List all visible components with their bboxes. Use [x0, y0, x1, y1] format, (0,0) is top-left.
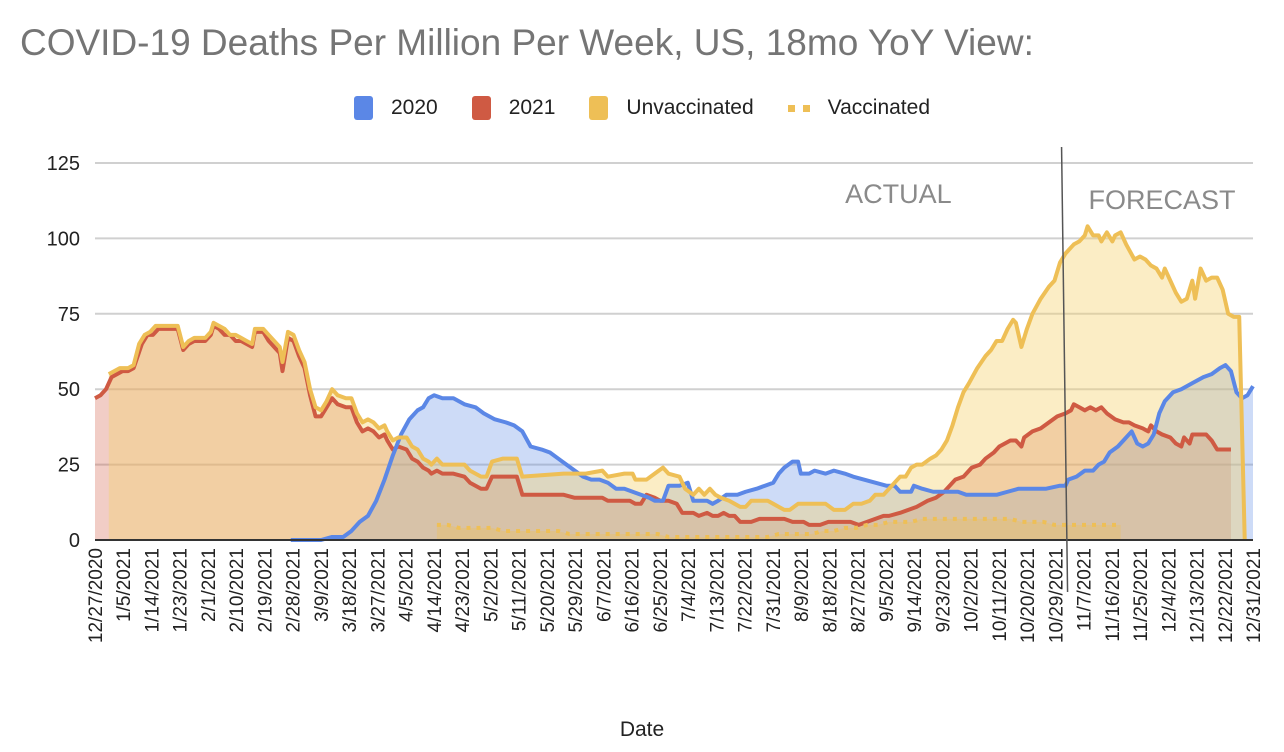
x-tick-label: 7/31/2021: [764, 548, 785, 633]
x-tick-label: 6/25/2021: [651, 548, 672, 633]
y-tick-label: 0: [69, 530, 80, 552]
x-tick-label: 3/9/2021: [312, 548, 333, 622]
legend-swatch-vaccinated: [787, 96, 810, 120]
x-tick-label: 5/11/2021: [510, 548, 531, 631]
legend-label-2021: 2021: [508, 96, 556, 119]
y-tick-label: 25: [58, 455, 80, 477]
series-areas: [95, 226, 1253, 540]
annotations: ACTUAL FORECAST: [845, 179, 1235, 215]
x-tick-label: 9/23/2021: [933, 548, 954, 633]
x-tick-label: 10/11/2021: [990, 548, 1011, 642]
x-tick-label: 7/13/2021: [707, 548, 728, 633]
x-tick-label: 7/4/2021: [679, 548, 700, 622]
x-tick-label: 11/7/2021: [1075, 548, 1096, 631]
x-tick-label: 3/27/2021: [368, 548, 389, 633]
x-tick-label: 6/16/2021: [623, 548, 644, 633]
chart-title: COVID-19 Deaths Per Million Per Week, US…: [20, 22, 1034, 63]
x-tick-label: 5/2/2021: [481, 548, 502, 622]
x-tick-label: 1/23/2021: [171, 548, 192, 633]
x-tick-label: 10/2/2021: [962, 548, 983, 633]
legend-swatch-2021: [471, 96, 491, 120]
annotation-actual: ACTUAL: [845, 179, 952, 209]
y-tick-label: 75: [58, 304, 80, 326]
legend: 2020 2021 Unvaccinated Vaccinated: [0, 96, 1284, 120]
legend-swatch-2020: [353, 96, 373, 120]
x-tick-label: 9/5/2021: [877, 548, 898, 622]
x-tick-label: 4/5/2021: [397, 548, 418, 622]
x-tick-label: 12/31/2021: [1244, 548, 1265, 643]
x-tick-label: 11/25/2021: [1131, 548, 1152, 642]
area-2021: [95, 325, 1231, 540]
x-tick-label: 10/29/2021: [1046, 548, 1067, 643]
legend-item-vaccinated[interactable]: Vaccinated: [787, 96, 931, 120]
x-tick-label: 7/22/2021: [736, 548, 757, 633]
x-tick-label: 10/20/2021: [1018, 548, 1039, 643]
line-unvaccinated: [107, 224, 1247, 541]
x-tick-label: 2/19/2021: [255, 548, 276, 633]
legend-label-2020: 2020: [390, 96, 438, 119]
x-tick-label: 9/14/2021: [905, 548, 926, 633]
x-tick-label: 8/18/2021: [820, 548, 841, 633]
x-tick-label: 2/10/2021: [227, 548, 248, 633]
x-tick-label: 6/7/2021: [594, 548, 615, 622]
x-tick-label: 12/13/2021: [1188, 548, 1209, 643]
line-vaccinated: [436, 516, 1121, 539]
x-tick-label: 12/22/2021: [1216, 548, 1237, 643]
annotation-forecast: FORECAST: [1088, 185, 1235, 215]
x-tick-label: 4/23/2021: [453, 548, 474, 633]
series-lines: [94, 224, 1255, 542]
x-tick-label: 4/14/2021: [425, 548, 446, 633]
x-tick-label: 3/18/2021: [340, 548, 361, 633]
x-tick-label: 11/16/2021: [1103, 548, 1124, 642]
x-tick-label: 1/5/2021: [114, 548, 135, 622]
y-tick-label: 125: [47, 153, 80, 175]
line-2020: [290, 363, 1255, 542]
x-tick-label: 1/14/2021: [142, 548, 163, 633]
legend-label-unvaccinated: Unvaccinated: [626, 96, 754, 119]
y-axis-ticks: 0 25 50 75 100 125: [47, 153, 80, 552]
x-tick-label: 8/9/2021: [792, 548, 813, 622]
x-tick-label: 2/28/2021: [284, 548, 305, 633]
x-tick-label: 12/4/2021: [1159, 548, 1180, 633]
x-tick-label: 5/29/2021: [566, 548, 587, 633]
legend-item-unvaccinated[interactable]: Unvaccinated: [589, 96, 754, 120]
x-tick-label: 2/1/2021: [199, 548, 220, 622]
y-tick-label: 100: [47, 228, 80, 250]
x-tick-label: 12/27/2020: [86, 548, 107, 643]
x-axis-ticks: 12/27/2020 1/5/2021 1/14/2021 1/23/2021 2/1/…: [86, 548, 1265, 643]
x-tick-label: 5/20/2021: [538, 548, 559, 633]
legend-item-2020[interactable]: 2020: [353, 96, 438, 120]
x-axis-line: [95, 146, 1253, 593]
area-unvaccinated: [108, 226, 1245, 540]
x-axis-title: Date: [619, 718, 665, 741]
legend-label-vaccinated: Vaccinated: [827, 96, 931, 119]
y-tick-label: 50: [58, 379, 80, 401]
legend-swatch-unvaccinated: [589, 96, 609, 120]
x-tick-label: 8/27/2021: [849, 548, 870, 633]
actual-forecast-divider: [1060, 146, 1069, 593]
legend-item-2021[interactable]: 2021: [471, 96, 556, 120]
